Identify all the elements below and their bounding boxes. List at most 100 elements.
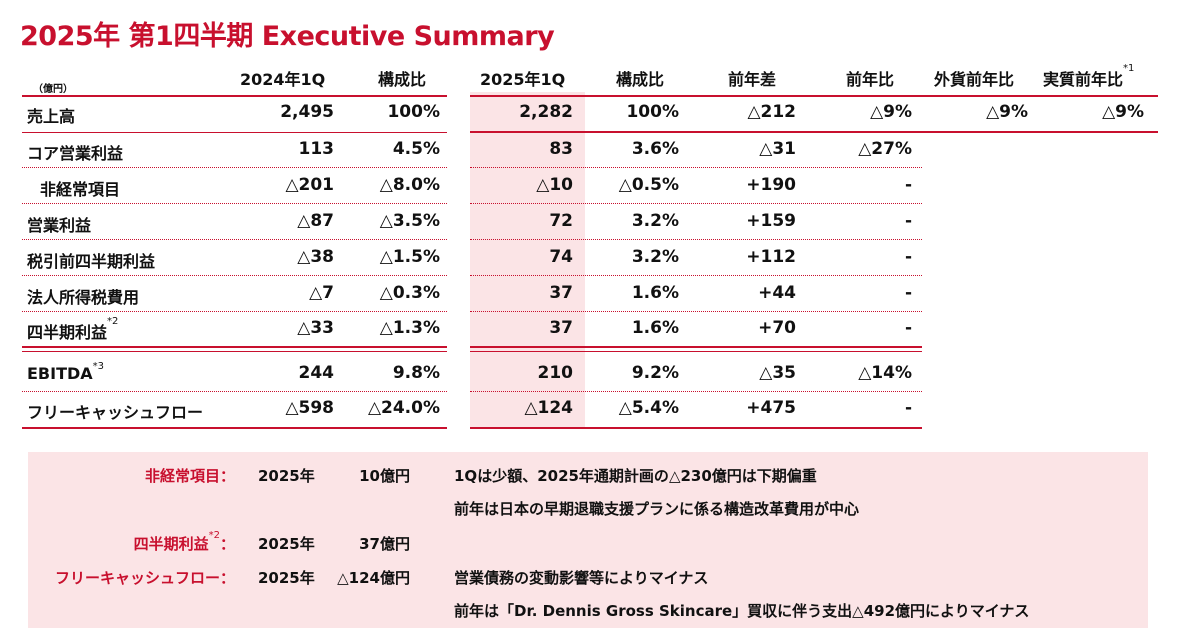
note-year: 2025年 (258, 467, 315, 485)
cell-diff: +70 (758, 318, 796, 338)
row-rule (470, 203, 922, 204)
row-label: 税引前四半期利益 (27, 252, 156, 271)
cell-ratio-2025: 3.2% (631, 247, 679, 267)
cell-ratio-2024: △8.0% (379, 175, 440, 195)
row-label-note: *2 (107, 316, 119, 327)
header-rule-left (22, 95, 447, 97)
note-line: 前年は日本の早期退職支援プランに係る構造改革費用が中心 (454, 500, 860, 518)
row-label: フリーキャッシュフロー (27, 403, 204, 422)
row-rule (470, 391, 922, 392)
note-label-fcf: フリーキャッシュフロー： (54, 569, 235, 587)
note-label-note: *2 (208, 530, 220, 541)
cell-2025: 83 (549, 139, 573, 159)
cell-yoy: △27% (858, 139, 912, 159)
row-label: 営業利益 (27, 216, 92, 235)
row-label: 非経常項目 (40, 180, 121, 199)
cell-2024: 2,495 (280, 102, 334, 122)
note-line: 営業債務の変動影響等によりマイナス (454, 569, 709, 587)
note-line: 1Qは少額、2025年通期計画の△230億円は下期偏重 (454, 467, 817, 485)
cell-diff: +159 (746, 211, 796, 231)
cell-2025: 210 (537, 363, 574, 383)
cell-2024: △33 (297, 318, 334, 338)
header-rule-right (470, 95, 1158, 97)
header-real-yoy-note: *1 (1123, 63, 1135, 74)
bottom-rule-left (22, 427, 447, 429)
row-label: コア営業利益 (27, 144, 124, 163)
note-label-colon: ： (219, 535, 235, 553)
section-rule-right (470, 346, 922, 348)
note-line: 前年は「Dr. Dennis Gross Skincare」買収に伴う支出△49… (454, 602, 1030, 620)
note-amount: 10億円 (359, 467, 410, 485)
row-rule-sales-left (22, 132, 447, 133)
row-rule (22, 203, 447, 204)
cell-yoy: - (904, 175, 912, 195)
row-rule (470, 275, 922, 276)
row-rule (470, 311, 922, 312)
cell-ratio-2025: △0.5% (618, 175, 679, 195)
bottom-rule-right (470, 427, 922, 429)
cell-real-yoy: △9% (1102, 102, 1144, 122)
cell-diff: +44 (758, 283, 796, 303)
header-2024-1q: 2024年1Q (240, 70, 326, 89)
note-year: 2025年 (258, 569, 315, 587)
row-rule (22, 391, 447, 392)
header-real-yoy: 実質前年比*1 (1043, 63, 1135, 90)
unit-label: （億円） (33, 84, 73, 95)
cell-2025: △124 (524, 398, 573, 418)
cell-ratio-2025: 100% (626, 102, 679, 122)
header-fx-yoy: 外貨前年比 (934, 70, 1015, 89)
cell-ratio-2024: △1.3% (379, 318, 440, 338)
row-label-text: 四半期利益 (27, 323, 108, 342)
row-label: 法人所得税費用 (27, 288, 140, 307)
row-rule (22, 275, 447, 276)
row-label-note: *3 (92, 361, 105, 372)
row-rule (470, 167, 922, 168)
header-2025-1q: 2025年1Q (480, 70, 566, 89)
cell-2024: △598 (285, 398, 334, 418)
cell-diff: △31 (759, 139, 796, 159)
note-label-nonrecurring: 非経常項目： (144, 467, 235, 485)
header-yoy-ratio: 前年比 (846, 70, 895, 89)
cell-2024: △87 (297, 211, 334, 231)
cell-2025: 2,282 (519, 102, 573, 122)
cell-yoy: - (904, 398, 912, 418)
cell-yoy: - (904, 283, 912, 303)
cell-ratio-2024: △24.0% (367, 398, 440, 418)
row-label: EBITDA*3 (27, 361, 105, 383)
cell-diff: △212 (747, 102, 796, 122)
cell-ratio-2024: 4.5% (392, 139, 440, 159)
cell-ratio-2024: △0.3% (379, 283, 440, 303)
cell-2025: 74 (549, 247, 573, 267)
cell-ratio-2024: △3.5% (379, 211, 440, 231)
cell-ratio-2025: 3.2% (631, 211, 679, 231)
note-label-quarterly-profit: 四半期利益*2： (60, 530, 235, 554)
row-label: 売上高 (27, 107, 76, 126)
header-ratio-2024: 構成比 (378, 70, 427, 89)
row-label-text: EBITDA (27, 364, 93, 383)
page-title: 2025年 第1四半期 Executive Summary (20, 21, 555, 52)
cell-2025: 72 (549, 211, 573, 231)
section-rule-left-2 (22, 351, 447, 352)
cell-diff: +475 (746, 398, 796, 418)
note-amount: 37億円 (359, 535, 410, 553)
note-year: 2025年 (258, 535, 315, 553)
cell-ratio-2024: 9.8% (392, 363, 440, 383)
cell-2024: △201 (285, 175, 334, 195)
cell-2025: △10 (536, 175, 573, 195)
cell-ratio-2024: △1.5% (379, 247, 440, 267)
note-amount: △124億円 (337, 569, 410, 587)
cell-2024: 113 (298, 139, 335, 159)
cell-ratio-2025: △5.4% (618, 398, 679, 418)
cell-diff: +190 (746, 175, 796, 195)
cell-2025: 37 (549, 318, 573, 338)
row-rule (22, 167, 447, 168)
cell-diff: △35 (759, 363, 796, 383)
cell-yoy: - (904, 211, 912, 231)
cell-2024: △38 (297, 247, 334, 267)
row-rule-sales-right (470, 131, 1158, 133)
cell-2024: △7 (309, 283, 334, 303)
cell-yoy: - (904, 318, 912, 338)
section-rule-right-2 (470, 351, 922, 352)
cell-yoy: - (904, 247, 912, 267)
cell-diff: +112 (746, 247, 796, 267)
